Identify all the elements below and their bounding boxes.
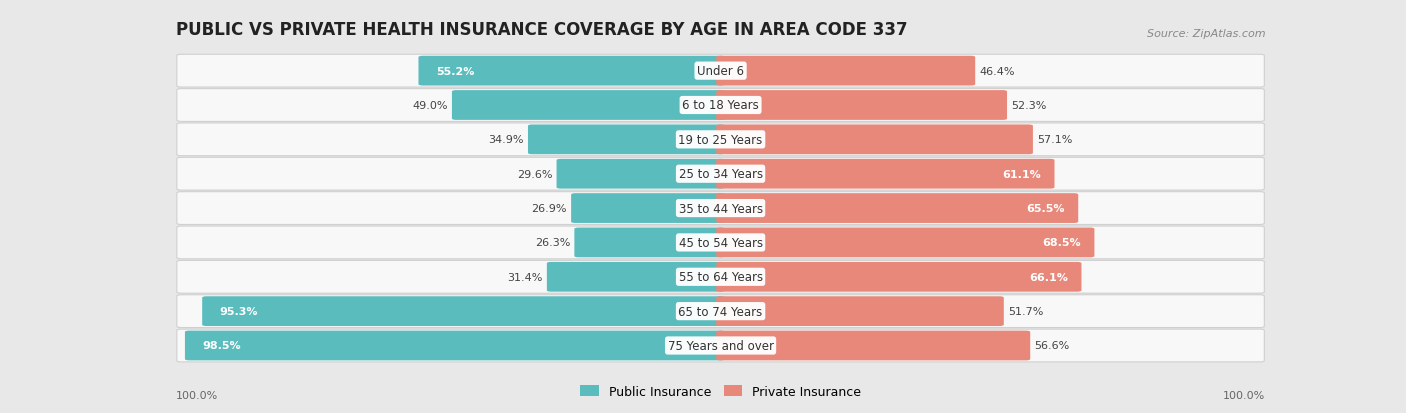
Text: 52.3%: 52.3% bbox=[1011, 101, 1046, 111]
FancyBboxPatch shape bbox=[451, 91, 725, 121]
FancyBboxPatch shape bbox=[177, 55, 1264, 88]
Text: 100.0%: 100.0% bbox=[1223, 390, 1265, 400]
FancyBboxPatch shape bbox=[202, 297, 725, 326]
Text: 19 to 25 Years: 19 to 25 Years bbox=[679, 133, 762, 147]
FancyBboxPatch shape bbox=[716, 228, 1094, 258]
Text: Source: ZipAtlas.com: Source: ZipAtlas.com bbox=[1147, 28, 1265, 38]
Text: 65 to 74 Years: 65 to 74 Years bbox=[679, 305, 762, 318]
FancyBboxPatch shape bbox=[177, 123, 1264, 157]
FancyBboxPatch shape bbox=[571, 194, 725, 223]
FancyBboxPatch shape bbox=[716, 159, 1054, 189]
FancyBboxPatch shape bbox=[716, 262, 1081, 292]
FancyBboxPatch shape bbox=[177, 226, 1264, 259]
Text: 57.1%: 57.1% bbox=[1038, 135, 1073, 145]
FancyBboxPatch shape bbox=[716, 297, 1004, 326]
Text: 51.7%: 51.7% bbox=[1008, 306, 1043, 316]
FancyBboxPatch shape bbox=[716, 331, 1031, 361]
Text: 45 to 54 Years: 45 to 54 Years bbox=[679, 236, 762, 249]
FancyBboxPatch shape bbox=[529, 125, 725, 155]
FancyBboxPatch shape bbox=[575, 228, 725, 258]
Text: 25 to 34 Years: 25 to 34 Years bbox=[679, 168, 762, 181]
FancyBboxPatch shape bbox=[177, 158, 1264, 191]
Text: 75 Years and over: 75 Years and over bbox=[668, 339, 773, 352]
Text: 49.0%: 49.0% bbox=[412, 101, 447, 111]
Text: 98.5%: 98.5% bbox=[202, 341, 240, 351]
Text: 66.1%: 66.1% bbox=[1029, 272, 1069, 282]
FancyBboxPatch shape bbox=[177, 89, 1264, 122]
Text: 6 to 18 Years: 6 to 18 Years bbox=[682, 99, 759, 112]
Text: 26.9%: 26.9% bbox=[531, 204, 567, 214]
Text: 65.5%: 65.5% bbox=[1026, 204, 1066, 214]
FancyBboxPatch shape bbox=[716, 57, 976, 86]
Text: 68.5%: 68.5% bbox=[1043, 238, 1081, 248]
Text: 55.2%: 55.2% bbox=[436, 66, 474, 76]
Text: 31.4%: 31.4% bbox=[508, 272, 543, 282]
FancyBboxPatch shape bbox=[177, 295, 1264, 328]
FancyBboxPatch shape bbox=[177, 192, 1264, 225]
Text: 26.3%: 26.3% bbox=[534, 238, 569, 248]
Legend: Public Insurance, Private Insurance: Public Insurance, Private Insurance bbox=[575, 380, 866, 403]
FancyBboxPatch shape bbox=[547, 262, 725, 292]
FancyBboxPatch shape bbox=[177, 261, 1264, 294]
FancyBboxPatch shape bbox=[177, 329, 1264, 362]
Text: 55 to 64 Years: 55 to 64 Years bbox=[679, 271, 762, 284]
Text: 56.6%: 56.6% bbox=[1035, 341, 1070, 351]
FancyBboxPatch shape bbox=[186, 331, 725, 361]
Text: 100.0%: 100.0% bbox=[176, 390, 218, 400]
Text: 95.3%: 95.3% bbox=[219, 306, 259, 316]
Text: 61.1%: 61.1% bbox=[1002, 169, 1042, 179]
FancyBboxPatch shape bbox=[716, 125, 1033, 155]
FancyBboxPatch shape bbox=[716, 194, 1078, 223]
Text: 35 to 44 Years: 35 to 44 Years bbox=[679, 202, 762, 215]
Text: 46.4%: 46.4% bbox=[980, 66, 1015, 76]
Text: 29.6%: 29.6% bbox=[516, 169, 553, 179]
Text: 34.9%: 34.9% bbox=[488, 135, 523, 145]
FancyBboxPatch shape bbox=[419, 57, 725, 86]
FancyBboxPatch shape bbox=[557, 159, 725, 189]
Text: Under 6: Under 6 bbox=[697, 65, 744, 78]
Text: PUBLIC VS PRIVATE HEALTH INSURANCE COVERAGE BY AGE IN AREA CODE 337: PUBLIC VS PRIVATE HEALTH INSURANCE COVER… bbox=[176, 21, 907, 38]
FancyBboxPatch shape bbox=[716, 91, 1007, 121]
